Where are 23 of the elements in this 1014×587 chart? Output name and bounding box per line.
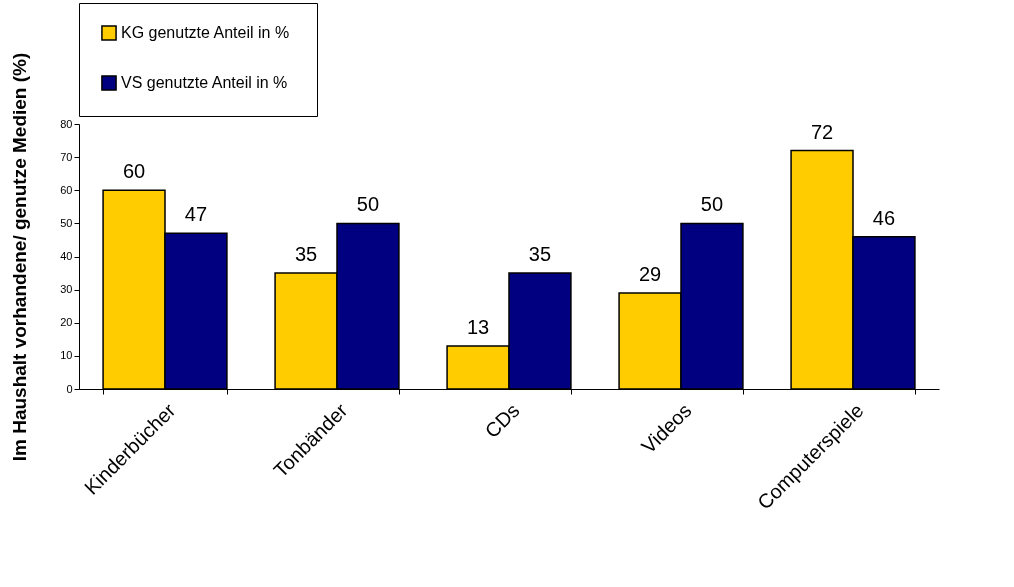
data-label: 46 — [872, 206, 896, 229]
data-label: 13 — [466, 315, 490, 338]
data-label: 35 — [294, 243, 318, 266]
legend-label: VS genutzte Anteil in % — [121, 74, 288, 91]
y-tick-label: 10 — [60, 349, 73, 362]
y-tick-label: 30 — [60, 283, 73, 296]
y-tick-label: 40 — [60, 250, 73, 262]
y-tick-label: 20 — [60, 316, 73, 329]
data-label: 35 — [528, 243, 552, 266]
y-tick-label: 50 — [60, 216, 73, 229]
data-label: 72 — [810, 120, 834, 143]
y-axis-title: Im Haushalt vorhandene/ genutze Medien (%) — [9, 52, 31, 462]
y-tick-label: 60 — [60, 183, 73, 196]
legend-label: KG genutzte Anteil in % — [121, 24, 290, 41]
y-tick-label: 80 — [60, 117, 73, 130]
data-label: 50 — [356, 193, 380, 216]
data-label: 50 — [700, 193, 724, 216]
data-label: 29 — [638, 262, 662, 285]
x-tick-label: CDs — [480, 399, 524, 443]
data-label: 47 — [184, 203, 208, 226]
y-tick-label: 0 — [66, 382, 73, 395]
y-tick-label: 70 — [60, 150, 73, 163]
data-label: 60 — [122, 160, 146, 183]
